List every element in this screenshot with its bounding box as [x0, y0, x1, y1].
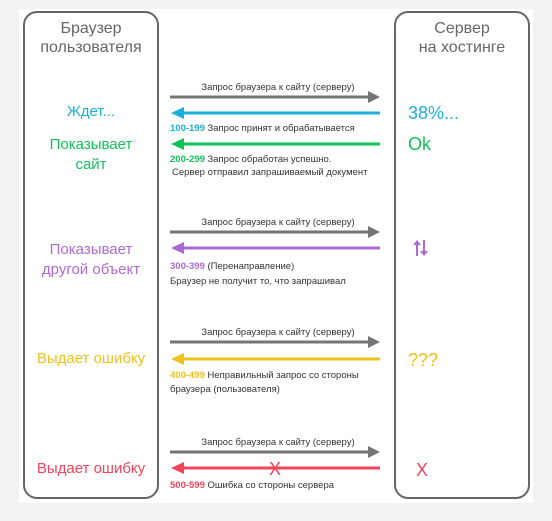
server-title-line1: Сервер: [434, 20, 490, 37]
code-100: 100-199: [170, 123, 205, 134]
desc-200-text: Запрос обработан успешно.: [207, 154, 332, 165]
response-arrow-200: [171, 138, 380, 150]
desc-400: 400-499 Неправильный запрос со стороны: [170, 370, 359, 382]
browser-state-waiting: Ждет...: [66, 103, 116, 120]
code-400: 400-499: [170, 370, 205, 381]
server-title-line2: на хостинге: [418, 39, 506, 56]
request-arrow-4: [170, 336, 380, 348]
browser-state-shows-site-line2: сайт: [75, 156, 107, 173]
response-arrow-400: [171, 353, 380, 365]
code-200: 200-299: [170, 154, 205, 165]
server-status-unknown: ???: [408, 350, 439, 370]
response-arrow-300: [171, 242, 380, 254]
browser-title: Браузер пользователя: [25, 19, 157, 57]
request-arrow-3: [170, 226, 380, 238]
desc-300: 300-399 (Перенаправление): [170, 261, 294, 273]
browser-state-other-object: Показывает другой объект: [25, 240, 157, 280]
request-label-3: Запрос браузера к сайту (серверу): [201, 217, 355, 228]
desc-300-text: (Перенаправление): [207, 261, 295, 272]
desc-200: 200-299 Запрос обработан успешно.: [170, 154, 331, 166]
desc-400-line2: браузера (пользователя): [170, 384, 280, 395]
redirect-arrows-icon: [413, 240, 428, 256]
browser-state-error-400: Выдает ошибку: [36, 350, 146, 367]
request-label-1: Запрос браузера к сайту (серверу): [201, 82, 355, 93]
request-arrow-5: [170, 446, 380, 458]
server-status-ok: Ok: [408, 134, 432, 154]
server-title: Сервер на хостинге: [396, 19, 528, 57]
code-300: 300-399: [170, 261, 205, 272]
desc-200-line2: Сервер отправил запрашиваемый документ: [172, 167, 368, 178]
browser-column: Браузер пользователя: [23, 11, 159, 499]
response-arrow-500: [171, 462, 380, 474]
server-status-progress: 38%...: [408, 103, 460, 123]
request-label-4: Запрос браузера к сайту (серверу): [201, 327, 355, 338]
browser-state-other-object-line1: Показывает: [49, 241, 133, 258]
request-arrow-1: [170, 91, 380, 103]
browser-state-shows-site: Показывает сайт: [25, 135, 157, 175]
response-arrow-100: [171, 107, 380, 119]
desc-500-text: Ошибка со стороны сервера: [207, 480, 335, 491]
desc-100: 100-199 Запрос принят и обрабатывается: [170, 123, 355, 135]
browser-state-error-500: Выдает ошибку: [36, 460, 146, 477]
desc-500: 500-599 Ошибка со стороны сервера: [170, 480, 334, 492]
browser-title-line2: пользователя: [40, 39, 142, 56]
desc-100-text: Запрос принят и обрабатывается: [207, 123, 355, 134]
request-label-5: Запрос браузера к сайту (серверу): [201, 437, 355, 448]
desc-300-line2: Браузер не получит то, что запрашивал: [170, 276, 346, 287]
browser-title-line1: Браузер: [60, 20, 122, 37]
arrow-failure-mark: X: [269, 459, 281, 479]
server-status-failed: X: [416, 460, 429, 480]
browser-state-other-object-line2: другой объект: [41, 261, 141, 278]
browser-state-shows-site-line1: Показывает: [49, 136, 133, 153]
desc-400-text: Неправильный запрос со стороны: [207, 370, 359, 381]
code-500: 500-599: [170, 480, 205, 491]
